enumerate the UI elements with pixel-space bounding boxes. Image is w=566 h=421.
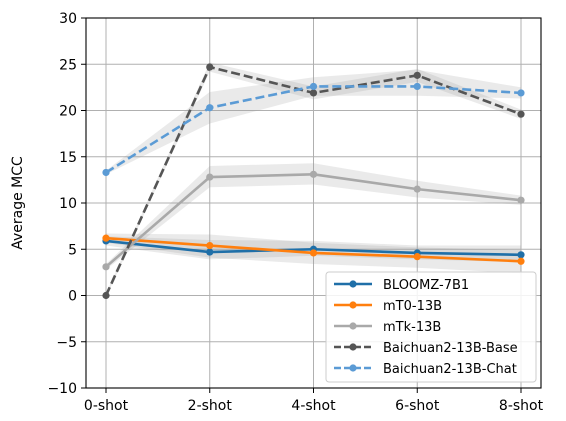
data-point — [102, 169, 109, 176]
y-tick-label: 15 — [59, 150, 77, 166]
data-point — [206, 63, 213, 70]
y-tick-label: 10 — [59, 196, 77, 212]
data-point — [414, 83, 421, 90]
x-tick-label: 8-shot — [499, 398, 544, 414]
legend-label: mTk-13B — [383, 320, 441, 335]
data-point — [517, 89, 524, 96]
x-tick-label: 2-shot — [188, 398, 233, 414]
y-tick-label: 20 — [59, 104, 77, 120]
data-point — [517, 111, 524, 118]
y-tick-label: 5 — [68, 242, 77, 258]
x-axis: 0-shot 2-shot 4-shot 6-shot 8-shot — [84, 388, 544, 414]
data-point — [414, 186, 421, 193]
legend-swatch-marker — [349, 364, 356, 371]
legend-swatch-marker — [349, 322, 356, 329]
x-tick-label: 6-shot — [395, 398, 440, 414]
data-point — [206, 174, 213, 181]
legend-swatch-marker — [349, 343, 356, 350]
data-point — [310, 89, 317, 96]
legend-label: Baichuan2-13B-Base — [383, 341, 518, 356]
data-point — [102, 235, 109, 242]
data-point — [517, 251, 524, 258]
data-point — [102, 292, 109, 299]
x-tick-label: 0-shot — [84, 398, 129, 414]
x-tick-label: 4-shot — [291, 398, 336, 414]
y-tick-label: 0 — [68, 289, 77, 305]
data-point — [414, 72, 421, 79]
data-point — [310, 83, 317, 90]
y-tick-label: −5 — [56, 335, 77, 351]
data-point — [517, 258, 524, 265]
legend: BLOOMZ-7B1 mT0-13B mTk-13B Baichuan2-13B-Ba… — [326, 272, 536, 382]
data-point — [310, 249, 317, 256]
data-point — [206, 104, 213, 111]
data-point — [206, 242, 213, 249]
data-point — [310, 171, 317, 178]
legend-label: BLOOMZ-7B1 — [383, 278, 469, 293]
y-tick-label: 25 — [59, 57, 77, 73]
legend-label: Baichuan2-13B-Chat — [383, 362, 517, 377]
data-point — [102, 263, 109, 270]
data-point — [517, 197, 524, 204]
y-tick-label: −10 — [47, 381, 77, 397]
legend-swatch-marker — [349, 301, 356, 308]
y-axis-label: Average MCC — [10, 156, 26, 250]
data-point — [414, 253, 421, 260]
y-axis: −10 −5 0 5 10 15 20 25 30 — [47, 11, 86, 397]
y-tick-label: 30 — [59, 11, 77, 27]
legend-label: mT0-13B — [383, 299, 442, 314]
data-point — [206, 248, 213, 255]
confidence-bands — [106, 62, 521, 297]
legend-swatch-marker — [349, 280, 356, 287]
